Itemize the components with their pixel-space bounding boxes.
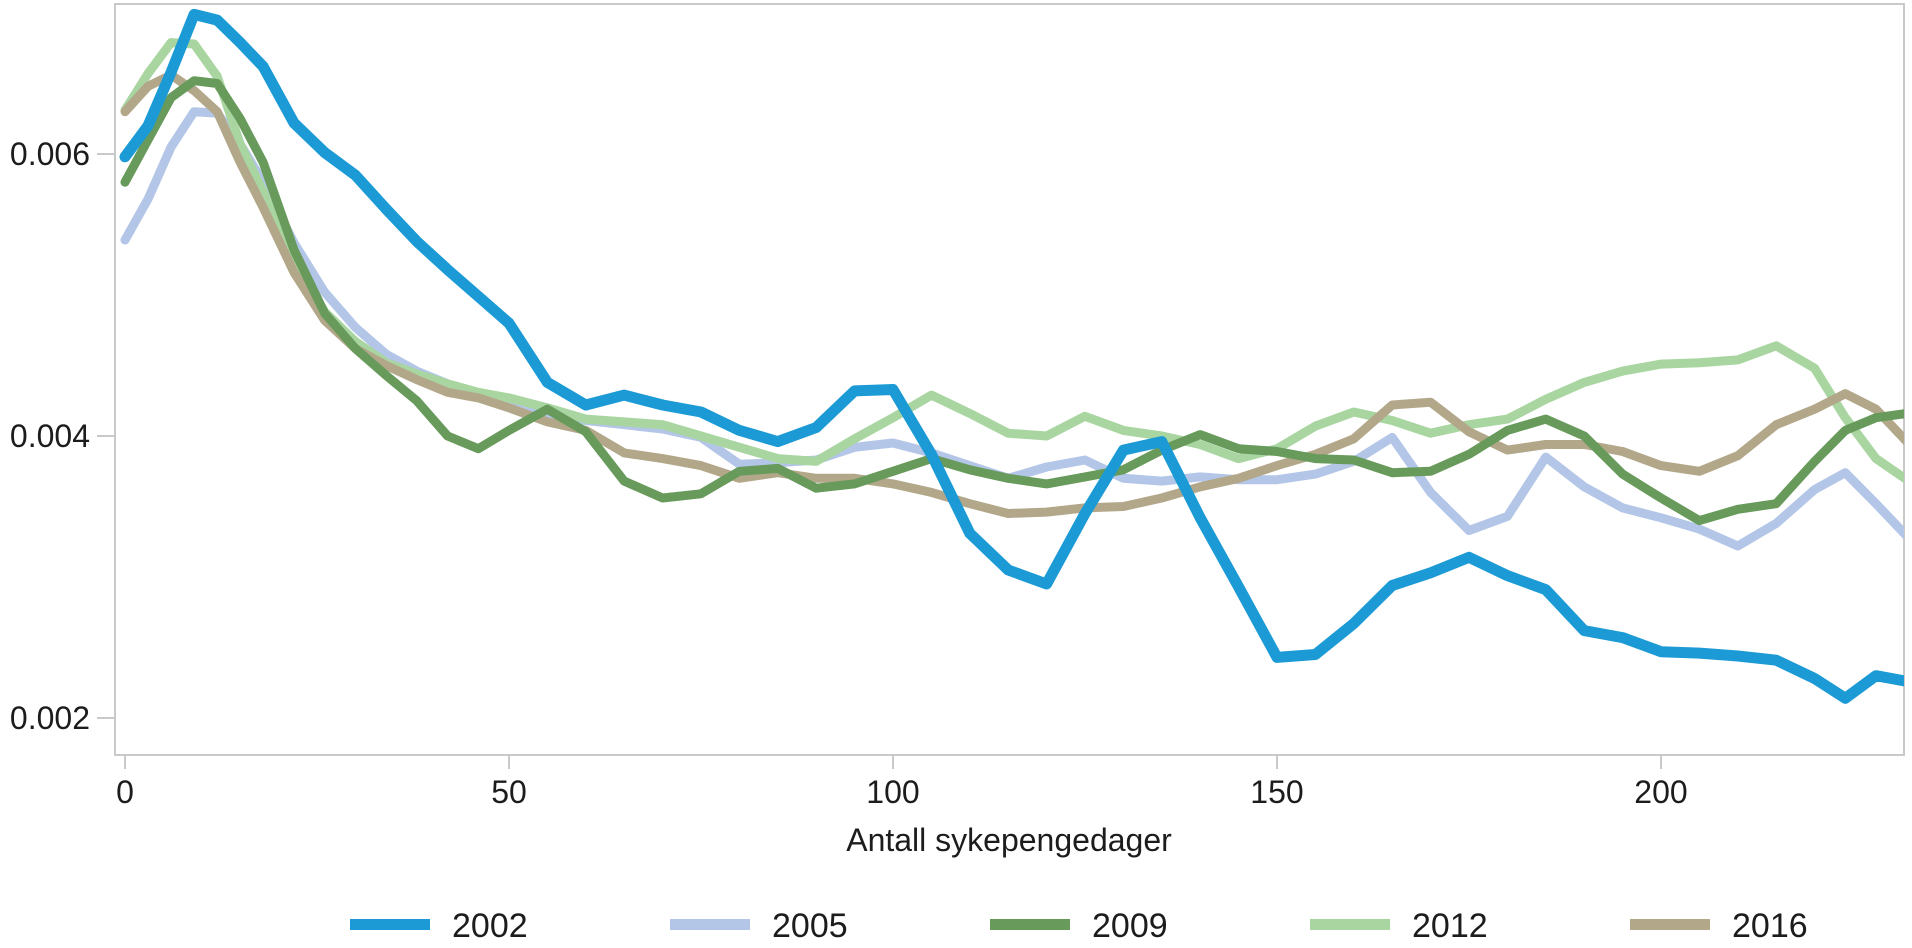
x-axis-ticks: 0 50 100 150 200 (116, 755, 1688, 810)
legend-swatch-2016 (1630, 919, 1710, 930)
legend-item-2012: 2012 (1310, 907, 1488, 945)
x-tick-label: 50 (491, 774, 527, 810)
legend-swatch-2002 (350, 919, 430, 930)
line-2012 (120, 38, 1904, 484)
y-tick-label: 0.004 (10, 418, 90, 454)
y-tick-label: 0.006 (10, 136, 90, 172)
legend-label-2012: 2012 (1412, 907, 1488, 945)
legend-label-2009: 2009 (1092, 907, 1168, 945)
legend-swatch-2012 (1310, 919, 1390, 930)
line-2009 (120, 76, 1904, 526)
legend-swatch-2009 (990, 919, 1070, 930)
x-tick-label: 150 (1250, 774, 1303, 810)
line-2005 (120, 107, 1904, 551)
legend-label-2005: 2005 (772, 907, 848, 945)
legend-label-2002: 2002 (452, 907, 528, 945)
legend-label-2016: 2016 (1732, 907, 1808, 945)
x-tick-label: 100 (866, 774, 919, 810)
legend-item-2002: 2002 (350, 907, 528, 945)
x-axis-title: Antall sykepengedager (846, 822, 1172, 858)
legend-swatch-2005 (670, 919, 750, 930)
line-2016 (120, 70, 1904, 518)
legend-item-2009: 2009 (990, 907, 1168, 945)
x-tick-label: 200 (1634, 774, 1687, 810)
series-lines (119, 8, 1904, 704)
plot-area-border (114, 3, 1905, 756)
y-tick-label: 0.002 (10, 700, 90, 736)
legend-item-2016: 2016 (1630, 907, 1808, 945)
chart-legend: 2002 2005 2009 2012 2016 (350, 907, 1808, 945)
line-2002 (119, 8, 1904, 704)
legend-item-2005: 2005 (670, 907, 848, 945)
y-axis-ticks: 0.002 0.004 0.006 (10, 136, 115, 736)
x-tick-label: 0 (116, 774, 134, 810)
